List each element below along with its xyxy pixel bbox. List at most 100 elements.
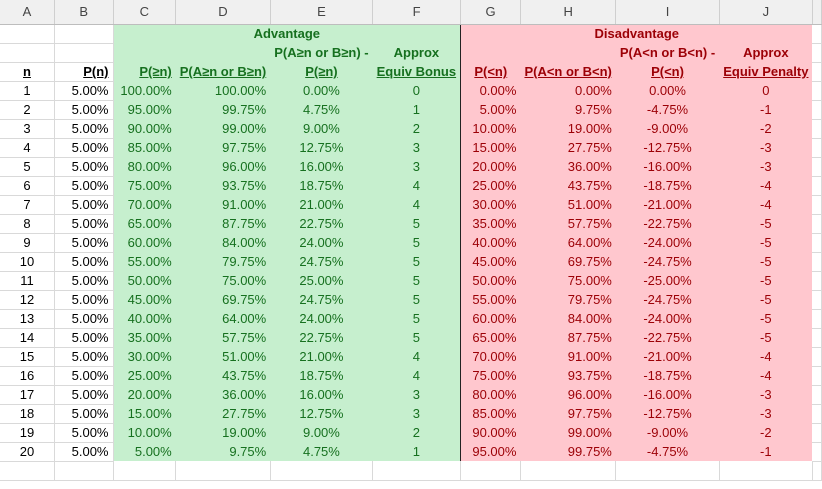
cell-p-lt-n[interactable]: 45.00% (460, 252, 521, 271)
cell-p-a-or-b-lt-n[interactable]: 69.75% (520, 252, 616, 271)
cell[interactable] (812, 195, 822, 215)
cell-advantage-diff[interactable]: 4.75% (270, 442, 373, 461)
cell-equiv-bonus[interactable]: 5 (372, 252, 461, 271)
cell[interactable] (520, 461, 617, 481)
cell-p-lt-n[interactable]: 70.00% (460, 347, 521, 366)
cell-p-lt-n[interactable]: 25.00% (460, 176, 521, 195)
cell-p-ge-n[interactable]: 55.00% (112, 252, 176, 271)
column-header-c[interactable]: C (113, 0, 177, 25)
cell[interactable] (812, 385, 822, 405)
cell-n[interactable]: 20 (0, 442, 55, 462)
cell-n[interactable]: 1 (0, 81, 55, 101)
cell[interactable] (812, 233, 822, 253)
cell-equiv-bonus[interactable]: 3 (372, 138, 461, 157)
cell-equiv-penalty[interactable]: -3 (719, 157, 813, 176)
cell-p-a-or-b-ge-n[interactable]: 91.00% (175, 195, 271, 214)
cell-p-a-or-b-ge-n[interactable]: 75.00% (175, 271, 271, 290)
cell-equiv-penalty[interactable]: -5 (719, 214, 813, 233)
cell-advantage-diff[interactable]: 22.75% (270, 214, 373, 233)
cell-disadvantage-diff[interactable]: -24.75% (615, 252, 720, 271)
cell[interactable] (812, 252, 822, 272)
cell-p-a-or-b-lt-n[interactable]: 84.00% (520, 309, 616, 328)
cell-disadvantage-diff[interactable]: -4.75% (615, 442, 720, 461)
cell-p-a-or-b-lt-n[interactable]: 91.00% (520, 347, 616, 366)
cell-n[interactable]: 14 (0, 328, 55, 348)
cell[interactable] (812, 62, 822, 82)
cell[interactable] (460, 461, 521, 481)
cell-n[interactable]: 16 (0, 366, 55, 386)
cell-p-a-or-b-lt-n[interactable]: 0.00% (520, 81, 616, 100)
cell-disadvantage-diff[interactable]: -4.75% (615, 100, 720, 119)
cell-equiv-bonus[interactable]: 0 (372, 81, 461, 100)
cell-disadvantage-diff[interactable]: -24.00% (615, 233, 720, 252)
header-n[interactable]: n (0, 62, 55, 82)
cell-p-a-or-b-ge-n[interactable]: 84.00% (175, 233, 271, 252)
cell-equiv-bonus[interactable]: 3 (372, 157, 461, 176)
column-header-b[interactable]: B (54, 0, 114, 25)
cell[interactable] (0, 461, 55, 481)
cell-n[interactable]: 9 (0, 233, 55, 253)
cell-p-a-or-b-lt-n[interactable]: 27.75% (520, 138, 616, 157)
cell-equiv-bonus[interactable]: 5 (372, 309, 461, 328)
cell-p-lt-n[interactable]: 35.00% (460, 214, 521, 233)
cell-disadvantage-diff[interactable]: -24.75% (615, 290, 720, 309)
cell-p-n[interactable]: 5.00% (54, 328, 114, 348)
cell[interactable] (520, 43, 616, 62)
cell-n[interactable]: 2 (0, 100, 55, 120)
cell-equiv-penalty[interactable]: -5 (719, 309, 813, 328)
cell-p-n[interactable]: 5.00% (54, 290, 114, 310)
cell-p-a-or-b-lt-n[interactable]: 64.00% (520, 233, 616, 252)
cell-p-ge-n[interactable]: 5.00% (112, 442, 176, 461)
cell-p-ge-n[interactable]: 50.00% (112, 271, 176, 290)
cell-advantage-diff[interactable]: 25.00% (270, 271, 373, 290)
cell-disadvantage-diff[interactable]: -18.75% (615, 366, 720, 385)
cell-advantage-diff[interactable]: 16.00% (270, 385, 373, 404)
column-header-e[interactable]: E (270, 0, 374, 25)
cell-n[interactable]: 10 (0, 252, 55, 272)
cell-p-lt-n[interactable]: 55.00% (460, 290, 521, 309)
cell-equiv-penalty[interactable]: -3 (719, 404, 813, 423)
cell[interactable] (812, 176, 822, 196)
cell-equiv-bonus[interactable]: 4 (372, 366, 461, 385)
cell-p-ge-n[interactable]: 75.00% (112, 176, 176, 195)
cell[interactable] (175, 43, 271, 62)
cell-equiv-penalty[interactable]: 0 (719, 81, 813, 100)
cell-p-ge-n[interactable]: 60.00% (112, 233, 176, 252)
cell[interactable] (812, 404, 822, 424)
cell-p-a-or-b-lt-n[interactable]: 99.75% (520, 442, 616, 461)
disadvantage-title[interactable]: Disadvantage (460, 24, 813, 43)
cell-p-a-or-b-ge-n[interactable]: 99.00% (175, 119, 271, 138)
header-p-a-or-b-lt-n[interactable]: P(A<n or B<n) (520, 62, 616, 81)
column-header-i[interactable]: I (615, 0, 720, 25)
column-header-k[interactable] (812, 0, 822, 25)
cell-equiv-bonus[interactable]: 3 (372, 404, 461, 423)
cell[interactable] (175, 461, 271, 481)
header-equiv-bonus[interactable]: Equiv Bonus (372, 62, 461, 81)
cell-p-ge-n[interactable]: 70.00% (112, 195, 176, 214)
cell[interactable] (812, 442, 822, 462)
cell-n[interactable]: 17 (0, 385, 55, 405)
cell-p-n[interactable]: 5.00% (54, 309, 114, 329)
cell-p-a-or-b-lt-n[interactable]: 99.00% (520, 423, 616, 442)
cell-p-a-or-b-lt-n[interactable]: 19.00% (520, 119, 616, 138)
cell-equiv-penalty[interactable]: -5 (719, 233, 813, 252)
cell-p-n[interactable]: 5.00% (54, 366, 114, 386)
cell[interactable] (812, 366, 822, 386)
cell-n[interactable]: 12 (0, 290, 55, 310)
cell-p-ge-n[interactable]: 30.00% (112, 347, 176, 366)
header-disadvantage-diff[interactable]: P(<n) (615, 62, 720, 81)
cell[interactable] (112, 43, 176, 62)
cell-advantage-diff[interactable]: 24.00% (270, 233, 373, 252)
cell-disadvantage-diff[interactable]: -16.00% (615, 385, 720, 404)
cell-advantage-diff[interactable]: 0.00% (270, 81, 373, 100)
cell-p-a-or-b-ge-n[interactable]: 57.75% (175, 328, 271, 347)
cell-p-ge-n[interactable]: 65.00% (112, 214, 176, 233)
cell-disadvantage-diff[interactable]: -12.75% (615, 404, 720, 423)
cell-p-lt-n[interactable]: 95.00% (460, 442, 521, 461)
cell-p-n[interactable]: 5.00% (54, 271, 114, 291)
header-p-ge-n[interactable]: P(≥n) (112, 62, 176, 81)
cell-equiv-penalty[interactable]: -2 (719, 423, 813, 442)
cell-p-n[interactable]: 5.00% (54, 442, 114, 462)
cell-equiv-bonus[interactable]: 5 (372, 214, 461, 233)
cell-equiv-penalty[interactable]: -3 (719, 138, 813, 157)
